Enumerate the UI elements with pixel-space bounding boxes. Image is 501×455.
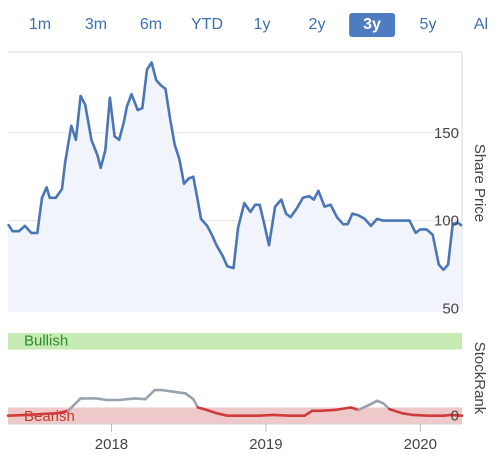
x-tick-label: 2018 (95, 436, 128, 453)
stockrank-segment (192, 397, 200, 409)
stockrank-y-axis: 0 (451, 408, 459, 425)
tab-1m[interactable]: 1m (28, 16, 52, 33)
stockrank-y-tick-label: 0 (451, 408, 459, 425)
price-y-tick-label: 150 (434, 125, 459, 142)
bullish-zone-label: Bullish (24, 333, 68, 350)
stockrank-segment (381, 401, 391, 411)
tab-al[interactable]: Al (473, 16, 489, 33)
stockrank-segment (303, 409, 314, 418)
tab-3y[interactable]: 3y (349, 13, 395, 37)
stockrank-segment (94, 397, 109, 402)
tab-1y[interactable]: 1y (253, 16, 271, 33)
stockrank-line (6, 388, 464, 418)
stockrank-segment (144, 388, 156, 401)
stockrank-segment (334, 406, 353, 412)
price-y-tick-label: 100 (434, 213, 459, 230)
stockrank-segment (133, 397, 147, 401)
stockrank-segment (318, 408, 337, 413)
price-line (6, 61, 463, 272)
stockrank-segment (272, 413, 291, 418)
stockrank-segment (25, 412, 44, 417)
stockrank-segment (56, 409, 70, 415)
tab-ytd[interactable]: YTD (191, 16, 223, 33)
price-area-fill (8, 62, 462, 312)
x-tick-label: 2019 (249, 436, 282, 453)
tab-3m[interactable]: 3m (84, 16, 108, 33)
stockrank-segment (161, 388, 175, 394)
stockrank-segment (40, 411, 59, 416)
stockrank-segment (349, 406, 360, 412)
stockrank-segment (202, 407, 218, 415)
stockrank-segment (215, 411, 229, 418)
tab-6m[interactable]: 6m (139, 16, 163, 33)
x-axis: 2018 2019 2020 (8, 423, 462, 453)
tab-2y[interactable]: 2y (308, 16, 326, 33)
x-tick-label: 2020 (404, 436, 437, 453)
stockrank-segment (66, 397, 82, 413)
stockrank-axis-title: StockRank (471, 342, 488, 415)
stockrank-segment (184, 392, 195, 401)
stockrank-segment (388, 407, 404, 415)
stockrank-segment (256, 413, 275, 418)
price-y-tick-label: 50 (442, 300, 459, 317)
bullish-zone (8, 333, 462, 350)
price-y-axis: 50 100 150 (434, 125, 459, 318)
stockrank-segment (171, 390, 187, 395)
period-tab-bar: 1m 3m 6m YTD 1y 2y 3y 5y Al (0, 9, 501, 41)
stockrank-segment (411, 413, 430, 418)
price-axis-title: Share Price (471, 144, 488, 222)
stockrank-segment (117, 397, 136, 402)
stockrank-segment (400, 411, 414, 417)
stockrank-segment (6, 413, 28, 418)
stockrank-segment (449, 413, 464, 418)
stockrank-segment (357, 402, 373, 412)
tab-5y[interactable]: 5y (419, 16, 437, 33)
